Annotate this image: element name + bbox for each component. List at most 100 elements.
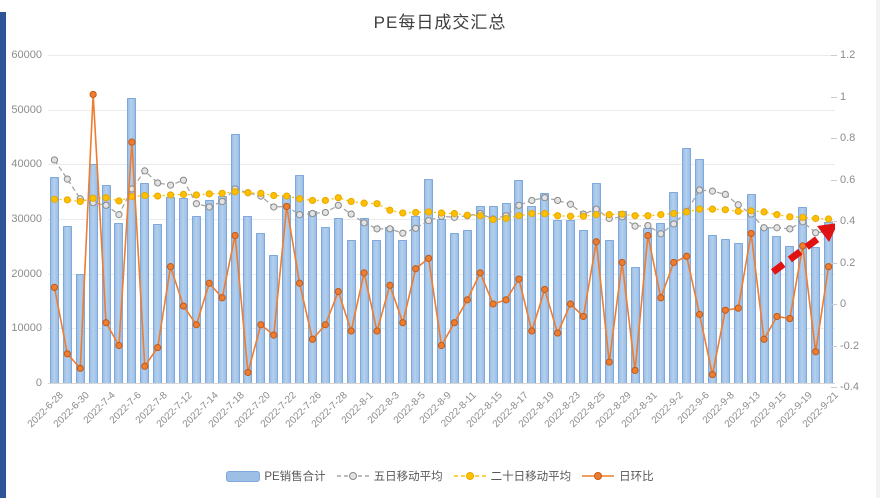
bar: [62, 225, 72, 383]
right-axis-tick: [831, 179, 837, 181]
bar: [217, 195, 227, 383]
left-axis-tick-label: 10000: [11, 322, 42, 335]
bar: [372, 239, 382, 383]
right-axis-tick-label: 0.6: [840, 173, 856, 186]
left-axis-tick-label: 40000: [11, 158, 42, 171]
bar: [114, 223, 124, 383]
bar: [140, 183, 150, 383]
right-axis-tick: [831, 55, 837, 56]
bar: [785, 245, 795, 383]
bar: [75, 274, 85, 383]
bar: [759, 226, 769, 383]
bar: [604, 239, 614, 383]
right-axis-tick: [831, 387, 837, 388]
window-edge-strip-right: [876, 0, 880, 498]
legend-item[interactable]: 日环比: [581, 468, 654, 484]
legend-item[interactable]: 五日移动平均: [336, 468, 443, 484]
bar: [243, 216, 253, 383]
bar: [282, 194, 292, 383]
bar: [617, 210, 627, 383]
bar: [720, 239, 730, 383]
right-axis-tick-label: -0.4: [840, 381, 859, 393]
bar: [501, 202, 511, 383]
bar: [811, 246, 821, 383]
right-axis-tick-label: 0.4: [840, 215, 856, 227]
legend-label: 日环比: [619, 471, 654, 483]
bar: [385, 226, 395, 383]
bar: [733, 242, 743, 383]
bar: [333, 218, 343, 383]
gridline: [48, 164, 835, 166]
bar: [630, 266, 640, 383]
right-axis-tick: [831, 304, 837, 305]
bar: [127, 98, 137, 383]
bar: [527, 206, 537, 383]
bar: [256, 232, 266, 383]
bar: [178, 198, 188, 383]
bar: [578, 229, 588, 383]
right-axis-tick-label: 1.2: [840, 49, 856, 61]
bar: [682, 147, 692, 383]
bar: [437, 219, 446, 383]
bar: [553, 220, 563, 383]
right-axis-tick-label: 0: [840, 298, 847, 310]
bar: [514, 180, 524, 383]
legend-item[interactable]: 二十日移动平均: [453, 468, 572, 484]
right-axis-tick-label: 0.2: [840, 256, 856, 269]
right-axis-tick-label: -0.2: [840, 339, 859, 352]
legend-label: 二十日移动平均: [490, 471, 572, 483]
bar: [798, 206, 808, 383]
right-axis-tick: [831, 345, 837, 347]
plot-area: [48, 55, 835, 384]
bar: [204, 200, 214, 383]
bar: [669, 191, 679, 383]
legend-line-swatch: [453, 472, 486, 480]
bar: [695, 158, 705, 383]
legend-line-swatch: [582, 472, 615, 480]
bar: [166, 196, 176, 383]
bar: [772, 235, 782, 383]
bar: [643, 227, 653, 383]
bar: [101, 184, 111, 383]
bar: [320, 227, 330, 383]
legend-line-swatch: [336, 472, 369, 480]
bar: [359, 218, 369, 383]
bar: [88, 164, 98, 383]
bar: [746, 194, 756, 383]
bar: [656, 223, 666, 383]
bar: [424, 179, 434, 383]
bar: [707, 234, 717, 383]
window-edge-strip: [0, 12, 6, 498]
bar: [153, 224, 163, 383]
bar: [49, 176, 59, 383]
bar: [230, 134, 240, 383]
chart-title: PE每日成交汇总: [373, 13, 507, 32]
bar: [191, 216, 201, 383]
left-axis-tick-label: 20000: [11, 267, 42, 280]
left-axis-tick-label: 60000: [11, 49, 42, 61]
bar: [411, 216, 421, 383]
bar: [346, 239, 356, 383]
right-axis-tick: [831, 96, 837, 98]
right-axis-tick: [831, 138, 837, 139]
legend-label: PE销售合计: [264, 471, 326, 483]
right-axis-tick: [831, 221, 837, 222]
bar: [295, 175, 305, 383]
bar: [540, 193, 550, 383]
right-axis-tick: [831, 262, 837, 264]
bar: [824, 221, 834, 383]
bar: [449, 233, 459, 383]
bar: [475, 206, 485, 383]
bar: [307, 210, 317, 383]
legend-bar-swatch: [226, 470, 261, 482]
gridline: [48, 383, 835, 384]
legend: PE销售合计 五日移动平均 二十日移动平均 日环比: [0, 468, 880, 484]
gridline: [48, 109, 835, 111]
bar: [398, 240, 408, 383]
legend-item[interactable]: PE销售合计: [226, 468, 326, 484]
right-axis-tick-label: 0.8: [840, 132, 856, 144]
left-axis-tick-label: 30000: [11, 213, 42, 225]
bar: [269, 255, 279, 383]
bar: [462, 229, 472, 383]
